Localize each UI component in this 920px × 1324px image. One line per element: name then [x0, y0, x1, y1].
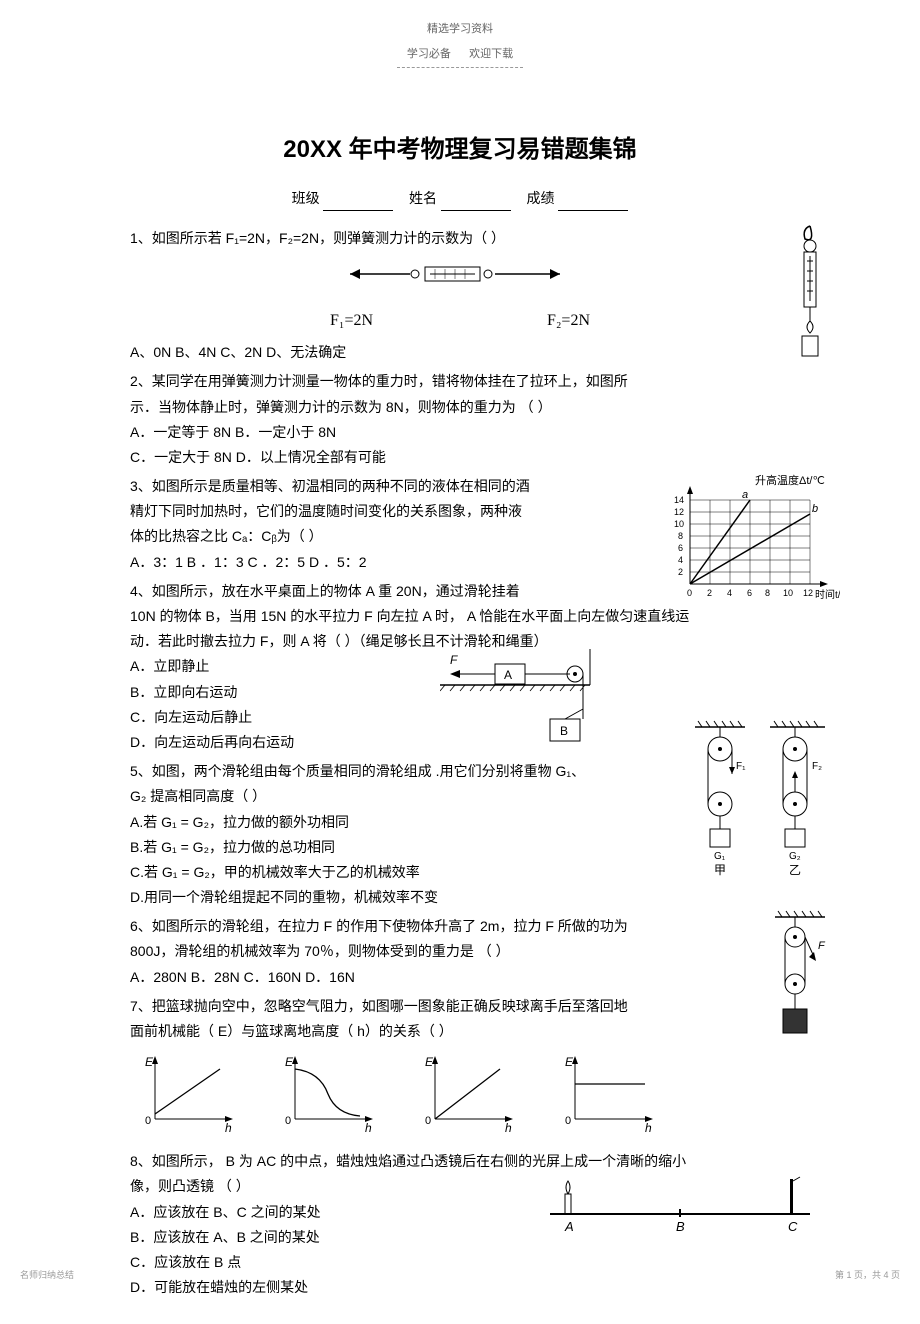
- question-3: 升高温度Δt/℃ 2 4: [130, 474, 790, 575]
- svg-text:G₂: G₂: [789, 851, 801, 862]
- footer-left: 名师归纳总结: [20, 1267, 74, 1283]
- sub-left: 学习必备: [407, 48, 451, 60]
- class-blank[interactable]: [323, 195, 393, 211]
- svg-text:h: h: [505, 1121, 512, 1134]
- q1-text: 1、如图所示若 F₁=2N，F₂=2N，则弹簧测力计的示数为（ ）: [130, 226, 790, 251]
- q2-l1: 2、某同学在用弹簧测力计测量一物体的重力时，错将物体挂在了拉环上，如图所: [130, 369, 790, 394]
- q2-l2: 示．当物体静止时，弹簧测力计的示数为 8N，则物体的重力为 （ ）: [130, 395, 790, 420]
- f1-label: F₁=2N: [330, 307, 373, 336]
- name-label: 姓名: [409, 190, 437, 206]
- content-area: 1、如图所示若 F₁=2N，F₂=2N，则弹簧测力计的示数为（ ）: [0, 226, 920, 1300]
- class-label: 班级: [292, 190, 320, 206]
- score-label: 成绩: [527, 190, 555, 206]
- name-blank[interactable]: [441, 195, 511, 211]
- svg-text:C: C: [788, 1219, 798, 1234]
- svg-text:h: h: [365, 1121, 372, 1134]
- svg-text:10: 10: [674, 519, 684, 529]
- graph-option-b: E 0 h: [280, 1054, 380, 1134]
- svg-text:a: a: [742, 489, 748, 501]
- svg-text:8: 8: [678, 531, 683, 541]
- doc-sub-header-wrap: 学习必备 欢迎下载: [0, 40, 920, 68]
- score-blank[interactable]: [558, 195, 628, 211]
- dynamometer-icon: [790, 221, 830, 371]
- q7-l1: 7、把篮球抛向空中，忽略空气阻力，如图哪一图象能正确反映球离手后至落回地: [130, 994, 790, 1019]
- svg-text:B: B: [560, 724, 568, 738]
- q6-l1: 6、如图所示的滑轮组，在拉力 F 的作用下使物体升高了 2m，拉力 F 所做的功…: [130, 914, 790, 939]
- doc-top-header: 精选学习资料: [0, 20, 920, 40]
- svg-text:6: 6: [678, 543, 683, 553]
- sub-right: 欢迎下载: [469, 48, 513, 60]
- svg-text:h: h: [225, 1121, 232, 1134]
- q4-l1: 4、如图所示，放在水平桌面上的物体 A 重 20N，通过滑轮挂着: [130, 579, 790, 604]
- svg-text:F₂: F₂: [812, 761, 822, 772]
- svg-text:E: E: [145, 1055, 154, 1069]
- eh-graphs-row: E 0 h E 0 h E: [140, 1054, 790, 1134]
- lens-figure: A B C: [540, 1169, 820, 1239]
- question-7: 7、把篮球抛向空中，忽略空气阻力，如图哪一图象能正确反映球离手后至落回地 面前机…: [130, 994, 790, 1134]
- svg-text:E: E: [285, 1055, 294, 1069]
- svg-text:A: A: [504, 668, 512, 682]
- f2-label: F₂=2N: [547, 307, 590, 336]
- svg-text:12: 12: [674, 507, 684, 517]
- svg-text:b: b: [812, 503, 818, 515]
- svg-text:14: 14: [674, 495, 684, 505]
- graph-option-c: E 0 h: [420, 1054, 520, 1134]
- student-info-row: 班级 姓名 成绩: [0, 186, 920, 211]
- graph-option-d: E 0 h: [560, 1054, 660, 1134]
- svg-text:E: E: [565, 1055, 574, 1069]
- svg-text:12: 12: [803, 588, 813, 598]
- svg-text:0: 0: [285, 1115, 291, 1127]
- question-8: 8、如图所示， B 为 AC 的中点，蜡烛烛焰通过凸透镜后在右侧的光屏上成一个清…: [130, 1149, 790, 1300]
- svg-text:甲: 甲: [714, 863, 726, 877]
- svg-text:0: 0: [425, 1115, 431, 1127]
- question-2: 2、某同学在用弹簧测力计测量一物体的重力时，错将物体挂在了拉环上，如图所 示．当…: [130, 369, 790, 470]
- svg-text:F: F: [818, 940, 826, 952]
- pulley-table-figure: F A B: [440, 649, 600, 769]
- graph-option-a: E 0 h: [140, 1054, 240, 1134]
- q6-opts: A．280N B．28N C．160N D．16N: [130, 965, 790, 990]
- question-6: F 6、如图所示的滑轮组，在拉力 F 的作用下使物体升高了 2m，拉力 F 所做…: [130, 914, 790, 990]
- spring-figure: F₁=2N F₂=2N: [130, 259, 790, 336]
- spring-svg: [330, 259, 590, 299]
- svg-text:0: 0: [565, 1115, 571, 1127]
- question-5: F₁ G₁ 甲 F₂ G₂ 乙 5、如图，两个滑轮组由每个质量相同的滑轮组成: [130, 759, 790, 910]
- q1-options: A、0N B、4N C、2N D、无法确定: [130, 340, 790, 365]
- q6-l2: 800J，滑轮组的机械效率为 70％，则物体受到的重力是 （ ）: [130, 939, 790, 964]
- double-pulley-figure: F₁ G₁ 甲 F₂ G₂ 乙: [690, 719, 830, 899]
- question-1: 1、如图所示若 F₁=2N，F₂=2N，则弹簧测力计的示数为（ ）: [130, 226, 790, 365]
- svg-text:A: A: [564, 1219, 574, 1234]
- svg-text:F: F: [450, 653, 458, 667]
- q2-c: C．一定大于 8N D．以上情况全部有可能: [130, 445, 790, 470]
- svg-text:乙: 乙: [789, 863, 801, 877]
- svg-text:F₁: F₁: [736, 761, 746, 772]
- svg-text:0: 0: [145, 1115, 151, 1127]
- doc-sub-header: 学习必备 欢迎下载: [397, 45, 523, 68]
- svg-text:2: 2: [678, 567, 683, 577]
- q8-d: D．可能放在蜡烛的左侧某处: [130, 1275, 790, 1300]
- svg-text:h: h: [645, 1121, 652, 1134]
- q7-l2: 面前机械能（ E）与篮球离地高度（ h）的关系（ ）: [130, 1019, 790, 1044]
- page-title: 20XX 年中考物理复习易错题集锦: [0, 128, 920, 171]
- svg-text:B: B: [676, 1219, 685, 1234]
- footer-right: 第 1 页，共 4 页: [835, 1267, 900, 1283]
- q2-a: A．一定等于 8N B．一定小于 8N: [130, 420, 790, 445]
- svg-text:G₁: G₁: [714, 851, 726, 862]
- q4-l2: 10N 的物体 B，当用 15N 的水平拉力 F 向左拉 A 时， A 恰能在水…: [130, 604, 790, 629]
- svg-text:E: E: [425, 1055, 434, 1069]
- graph-ylabel: 升高温度Δt/℃: [755, 474, 825, 487]
- svg-text:4: 4: [678, 555, 683, 565]
- svg-text:时间t/min: 时间t/min: [815, 588, 840, 601]
- q8-c: C．应该放在 B 点: [130, 1250, 790, 1275]
